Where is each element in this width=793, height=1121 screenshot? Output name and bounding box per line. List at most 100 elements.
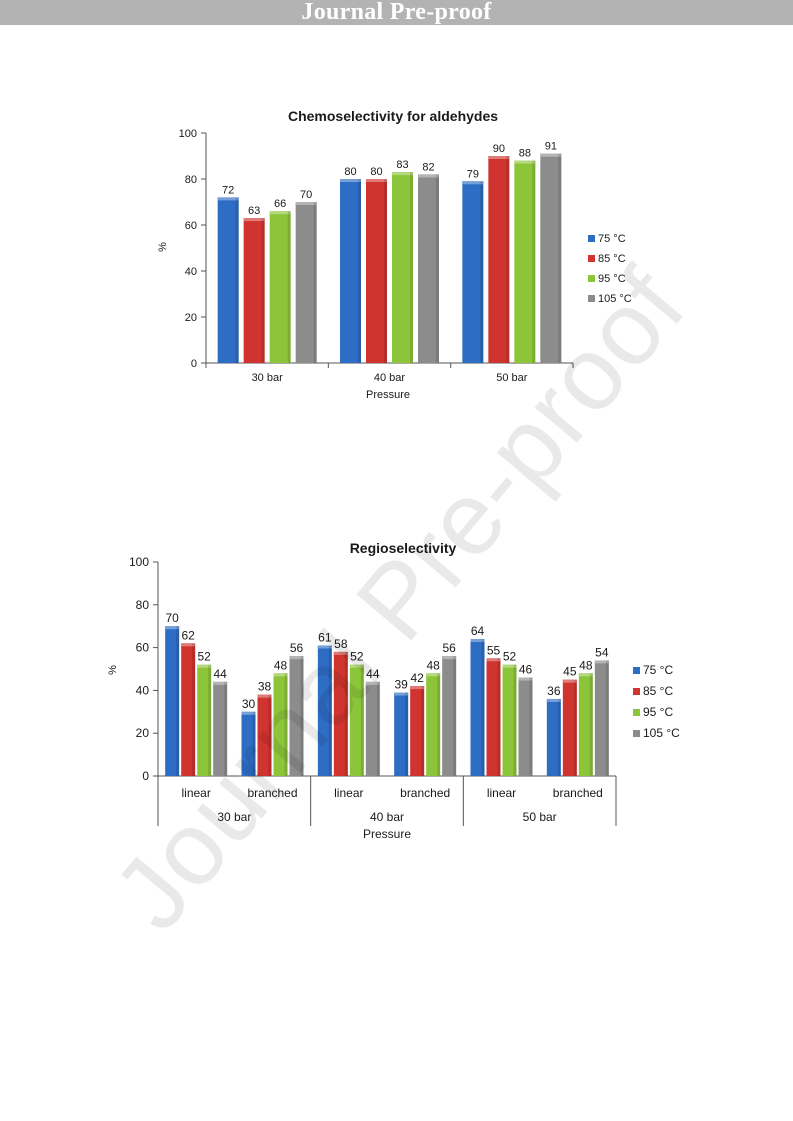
chart2-bar-cap xyxy=(442,656,457,660)
chart2-bar-cap xyxy=(562,679,577,683)
chart2-data-label: 61 xyxy=(318,630,332,644)
chart2-group-label: 40 bar xyxy=(370,810,404,824)
chart1-legend-swatch-95-c xyxy=(588,275,595,282)
chart1-bar-cap xyxy=(217,197,239,201)
chart1-y-tick-label: 20 xyxy=(185,312,197,324)
chart2-legend-swatch-85-c xyxy=(633,688,640,695)
chart2-bar-cap xyxy=(578,673,593,677)
chart1-bar-shade xyxy=(261,218,265,363)
chart2-x-tick-label: branched xyxy=(553,786,603,800)
chart1-bar-75-c-3 xyxy=(462,181,484,363)
chart2-x-tick-label: linear xyxy=(487,786,516,800)
banner-text: Journal Pre-proof xyxy=(301,0,492,25)
chart1-bar-75-c-2 xyxy=(340,179,361,363)
chart2-xlabel: Pressure xyxy=(363,827,411,841)
chart2-bar-cap xyxy=(349,664,364,668)
chart2-bar-cap xyxy=(394,692,409,696)
chart2-bar-shade xyxy=(208,664,212,776)
chart2-bar-75-c-5 xyxy=(470,639,485,776)
chart2-data-label: 52 xyxy=(350,650,364,664)
chart2-bar-95-c-3 xyxy=(349,664,364,776)
chart1-bar-cap xyxy=(514,160,536,164)
chart2-title: Regioselectivity xyxy=(350,540,457,556)
chart1-bar-95-c-2 xyxy=(392,172,413,363)
chart1-bar-cap xyxy=(269,211,291,215)
chart2-data-label: 48 xyxy=(579,658,593,672)
chart1-ylabel: % xyxy=(157,242,169,252)
chart1-x-tick-label: 40 bar xyxy=(374,372,406,384)
chart2-data-label: 39 xyxy=(394,678,408,692)
chart1-legend-label-95-c: 95 °C xyxy=(598,273,626,285)
chart2-bar-95-c-4 xyxy=(426,673,441,776)
chart2-bar-85-c-1 xyxy=(181,643,196,776)
chart2-bar-shade xyxy=(437,673,441,776)
chart2-y-tick-label: 60 xyxy=(136,641,150,655)
chart1-legend-label-85-c: 85 °C xyxy=(598,253,626,265)
chart2-bar-shade xyxy=(300,656,304,776)
chart2-legend-swatch-105-c xyxy=(633,730,640,737)
chart1-legend-swatch-105-c xyxy=(588,295,595,302)
chart2-bar-shade xyxy=(421,686,425,776)
chart1-bar-85-c-2 xyxy=(366,179,387,363)
chart2-bar-105-c-2 xyxy=(289,656,304,776)
chart2-bar-shade xyxy=(252,711,256,776)
chart2-bar-105-c-1 xyxy=(213,681,228,776)
chart2-data-label: 70 xyxy=(165,611,179,625)
chart2-bar-shade xyxy=(497,658,501,776)
chart2-legend-label-105-c: 105 °C xyxy=(643,726,680,740)
chart1-legend-swatch-85-c xyxy=(588,255,595,262)
chart2-bar-cap xyxy=(333,651,348,655)
chart1-data-label: 70 xyxy=(300,189,312,201)
chart1-bar-shade xyxy=(235,197,239,363)
chart2-bar-95-c-2 xyxy=(273,673,288,776)
chart1-bar-95-c-3 xyxy=(514,160,536,363)
chart2-data-label: 62 xyxy=(181,628,195,642)
chart2-data-label: 45 xyxy=(563,665,577,679)
chart2-x-tick-label: branched xyxy=(400,786,450,800)
chart1-bar-shade xyxy=(410,172,413,363)
chart1-bar-cap xyxy=(340,179,361,182)
chart2-bar-cap xyxy=(165,626,180,630)
chart2-bar-cap xyxy=(241,711,256,715)
chart2-bar-105-c-3 xyxy=(365,681,380,776)
chart1-bar-shade xyxy=(532,160,536,363)
chart1-bar-cap xyxy=(243,218,265,222)
chart1-data-label: 72 xyxy=(222,184,234,196)
chart2-legend-label-85-c: 85 °C xyxy=(643,684,673,698)
chart2-data-label: 64 xyxy=(471,624,485,638)
chart2-data-label: 54 xyxy=(595,645,609,659)
chart2-data-label: 44 xyxy=(366,667,380,681)
chart2-bar-105-c-5 xyxy=(518,677,533,776)
chart2-bar-shade xyxy=(605,660,609,776)
chart2-bar-shade xyxy=(453,656,457,776)
chart2-bar-shade xyxy=(405,692,409,776)
chart2-y-tick-label: 0 xyxy=(142,769,149,783)
chart1-y-tick-label: 40 xyxy=(185,266,197,278)
chart2-bar-cap xyxy=(289,656,304,660)
chart2-bar-shade xyxy=(513,664,517,776)
chart2-data-label: 46 xyxy=(519,663,533,677)
chart2-bar-shade xyxy=(481,639,485,776)
chart1-bar-75-c-1 xyxy=(217,197,239,363)
chart1-y-tick-label: 0 xyxy=(191,358,197,370)
chart2-ylabel: % xyxy=(107,665,119,675)
chart2-bar-85-c-5 xyxy=(486,658,501,776)
chart1-data-label: 79 xyxy=(467,168,479,180)
chart2-data-label: 56 xyxy=(442,641,456,655)
chart1-bar-shade xyxy=(384,179,387,363)
chart2-data-label: 58 xyxy=(334,637,348,651)
chart2-y-tick-label: 20 xyxy=(136,726,150,740)
chart2-bar-95-c-5 xyxy=(502,664,517,776)
chart2-bar-cap xyxy=(426,673,441,677)
regioselectivity-chart: Regioselectivity % Pressure 0 20 40 60 80 100… xyxy=(107,540,680,841)
chart2-data-label: 38 xyxy=(258,680,272,694)
chart2-bar-cap xyxy=(594,660,609,664)
chart2-bar-95-c-6 xyxy=(578,673,593,776)
chart1-bar-105-c-2 xyxy=(418,174,439,363)
chart1-bar-cap xyxy=(418,174,439,178)
chart2-bar-75-c-4 xyxy=(394,692,409,776)
chart2-bar-95-c-1 xyxy=(197,664,212,776)
chart1-data-label: 91 xyxy=(545,141,557,153)
chart2-bar-cap xyxy=(257,694,272,698)
chart1-bar-shade xyxy=(480,181,484,363)
